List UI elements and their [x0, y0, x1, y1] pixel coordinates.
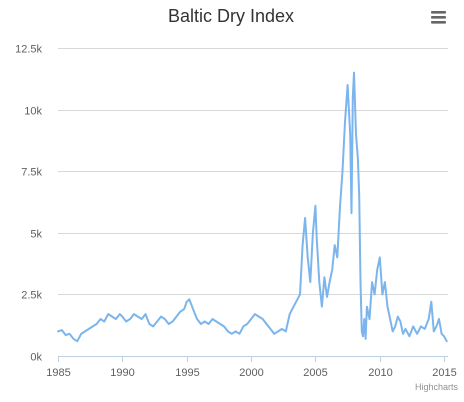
- series-line-0[interactable]: [57, 71, 448, 343]
- x-tick-label: 1995: [175, 367, 199, 379]
- grid-lines: [58, 48, 448, 295]
- x-tick-label: 1985: [46, 367, 70, 379]
- y-tick-label: 2.5k: [21, 290, 42, 302]
- x-tick-label: 2005: [303, 367, 327, 379]
- menu-bar-middle: [431, 16, 446, 19]
- chart-menu-button[interactable]: [424, 6, 452, 28]
- x-tick-label: 1990: [110, 367, 134, 379]
- y-tick-label: 5k: [30, 229, 42, 241]
- chart-title: Baltic Dry Index: [168, 6, 294, 26]
- x-tick-label: 2015: [432, 367, 456, 379]
- hamburger-menu-icon: [431, 11, 446, 24]
- menu-bar-top: [431, 11, 446, 14]
- y-tick-label: 10k: [24, 106, 42, 118]
- menu-bar-bottom: [431, 21, 446, 24]
- x-tick-label: 2000: [239, 367, 263, 379]
- y-axis-labels: 0k 2.5k 5k 7.5k 10k 12.5k: [15, 44, 42, 364]
- y-tick-label: 12.5k: [15, 44, 42, 56]
- y-tick-label: 7.5k: [21, 167, 42, 179]
- x-axis: 1985 1990 1995 2000 2005 2010 2015: [46, 356, 457, 379]
- x-tick-label: 2010: [368, 367, 392, 379]
- series-layer: [57, 71, 448, 343]
- y-tick-label: 0k: [30, 352, 42, 364]
- highcharts-credit[interactable]: Highcharts: [415, 382, 459, 392]
